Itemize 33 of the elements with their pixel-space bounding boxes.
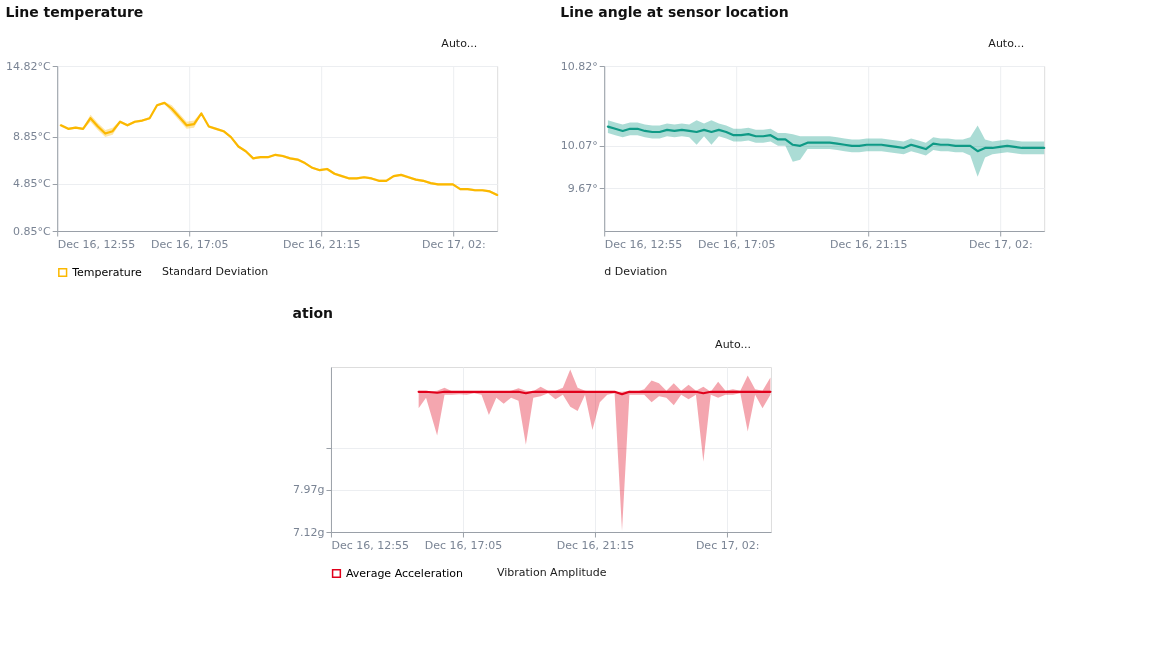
legend-label: Temperature xyxy=(71,265,143,279)
chart-title: Line angle at sensor location xyxy=(560,4,789,20)
x-tick-label: Dec 17, 02: xyxy=(695,538,760,552)
x-tick-label: Dec 16, 17:05 xyxy=(151,237,229,251)
text: Vibration Amplitude xyxy=(496,566,607,579)
y-tick-label: 10.82° xyxy=(560,59,598,73)
x-tick-label: Dec 16, 12:55 xyxy=(57,237,136,251)
x-tick-label: Dec 16, 12:55 xyxy=(331,538,409,552)
text: Standard Deviation xyxy=(162,265,269,278)
y-tick-label: 7.12g xyxy=(292,525,325,539)
y-tick-label: 0.85°C xyxy=(13,224,51,238)
chart-title: Line temperature xyxy=(5,4,144,20)
text: d Deviation xyxy=(604,265,668,278)
y-tick-label: 14.82°C xyxy=(6,59,52,73)
y-tick-label: 9.67° xyxy=(567,181,598,195)
line-series xyxy=(606,125,1046,153)
x-tick-label: Dec 16, 12:55 xyxy=(604,237,683,251)
y-tick-label: 4.85°C xyxy=(13,177,51,191)
legend-label: Average Acceleration xyxy=(345,566,464,580)
chart-title: ation xyxy=(292,305,334,321)
y-tick-label: 10.07° xyxy=(560,139,598,153)
x-tick-label: Dec 16, 17:05 xyxy=(424,538,503,552)
text: Auto... xyxy=(441,37,478,50)
x-tick-label: Dec 16, 21:15 xyxy=(830,237,908,251)
y-tick-label: 8.85°C xyxy=(13,130,51,144)
y-tick-label: 7.97g xyxy=(292,483,325,497)
x-tick-label: Dec 16, 21:15 xyxy=(283,237,361,251)
x-tick-label: Dec 17, 02: xyxy=(969,237,1033,251)
x-tick-label: Dec 16, 17:05 xyxy=(698,237,776,251)
x-tick-label: Dec 16, 21:15 xyxy=(556,538,635,552)
text: Auto... xyxy=(715,338,751,351)
x-tick-label: Dec 17, 02: xyxy=(422,237,486,251)
text: Auto... xyxy=(988,37,1025,50)
